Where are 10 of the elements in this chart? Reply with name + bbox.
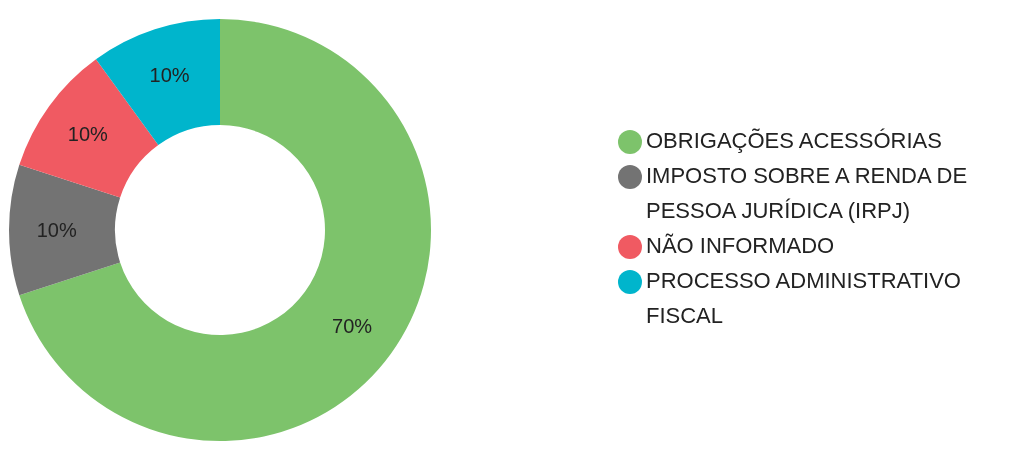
- data-label: 10%: [36, 219, 77, 241]
- legend-label: OBRIGAÇÕES ACESSÓRIAS: [646, 127, 943, 155]
- data-label: 10%: [67, 123, 109, 146]
- donut-slice: [19, 19, 431, 441]
- donut-slice: [9, 164, 121, 296]
- legend-label: PROCESSO ADMINISTRATIVO FISCAL: [646, 267, 962, 330]
- data-label: 10%: [149, 63, 190, 86]
- data-label: 70%: [332, 314, 373, 337]
- legend-label: NÃO INFORMADO: [646, 232, 836, 260]
- legend-label: IMPOSTO SOBRE A RENDA DE PESSOA JURÍDICA (IRPJ): [646, 162, 969, 225]
